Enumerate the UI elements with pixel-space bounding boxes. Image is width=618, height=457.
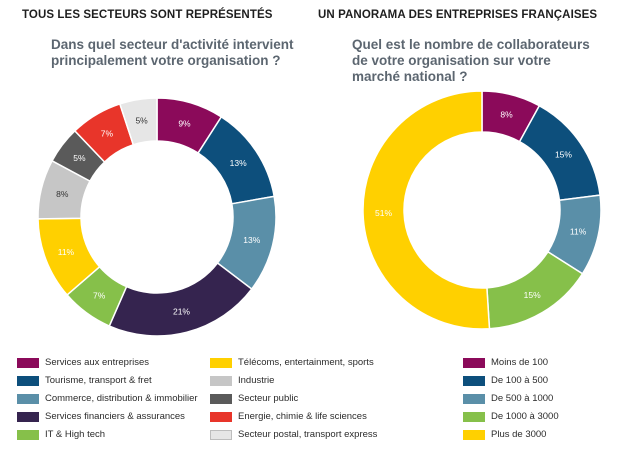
legend-item: Tourisme, transport & fret bbox=[17, 375, 152, 386]
legend-label: De 1000 à 3000 bbox=[491, 411, 559, 422]
slice-label: 7% bbox=[101, 128, 114, 138]
legend-item: Services financiers & assurances bbox=[17, 411, 185, 422]
left-question: Dans quel secteur d'activité intervient … bbox=[51, 37, 294, 69]
legend-item: Services aux entreprises bbox=[17, 357, 149, 368]
legend-label: Moins de 100 bbox=[491, 357, 549, 368]
sector-donut-chart: 9% 13% 13% 21% 7% 11% 8% 5% 7% 5% bbox=[37, 97, 277, 337]
left-section-title: TOUS LES SECTEURS SONT REPRÉSENTÉS bbox=[22, 9, 273, 21]
legend-label: Secteur postal, transport express bbox=[238, 429, 378, 440]
legend-item: De 1000 à 3000 bbox=[463, 411, 559, 422]
legend-swatch bbox=[463, 375, 485, 386]
legend-item: Moins de 100 bbox=[463, 357, 548, 368]
legend-label: IT & High tech bbox=[45, 429, 106, 440]
donut-slice bbox=[108, 261, 253, 337]
legend-swatch bbox=[463, 429, 485, 440]
slice-label: 11% bbox=[58, 247, 75, 257]
legend-swatch bbox=[17, 411, 39, 422]
right-question: Quel est le nombre de collaborateurs de … bbox=[352, 37, 590, 85]
legend-item: Secteur postal, transport express bbox=[210, 429, 377, 440]
legend-swatch bbox=[17, 429, 39, 440]
donut-slice bbox=[362, 90, 491, 330]
slice-label: 13% bbox=[230, 158, 247, 168]
legend-swatch bbox=[17, 375, 39, 386]
legend-item: Commerce, distribution & immobilier bbox=[17, 393, 198, 404]
legend-swatch bbox=[17, 357, 39, 368]
donut-slice bbox=[118, 97, 158, 146]
slice-label: 21% bbox=[173, 306, 190, 316]
legend-swatch bbox=[463, 393, 485, 404]
company-size-legend: Moins de 100 De 100 à 500 De 500 à 1000 De … bbox=[463, 357, 613, 453]
legend-label: Industrie bbox=[238, 375, 275, 386]
legend-item: IT & High tech bbox=[17, 429, 105, 440]
legend-label: Secteur public bbox=[238, 393, 299, 404]
legend-label: De 100 à 500 bbox=[491, 375, 549, 386]
slice-label: 9% bbox=[178, 118, 191, 128]
legend-item: Industrie bbox=[210, 375, 274, 386]
left-question-line-1: Dans quel secteur d'activité intervient bbox=[51, 37, 294, 52]
right-question-line-2: de votre organisation sur votre bbox=[352, 53, 551, 68]
slice-label: 51% bbox=[375, 208, 392, 218]
company-size-donut-chart: 8% 15% 11% 15% 51% bbox=[362, 90, 602, 330]
legend-item: Télécoms, entertainment, sports bbox=[210, 357, 374, 368]
legend-label: De 500 à 1000 bbox=[491, 393, 554, 404]
legend-label: Tourisme, transport & fret bbox=[45, 375, 152, 386]
legend-swatch bbox=[210, 393, 232, 404]
legend-swatch bbox=[210, 411, 232, 422]
legend-swatch bbox=[210, 357, 232, 368]
slice-label: 11% bbox=[570, 226, 587, 236]
legend-swatch bbox=[463, 357, 485, 368]
legend-label: Services financiers & assurances bbox=[45, 411, 185, 422]
legend-swatch bbox=[463, 411, 485, 422]
slice-label: 8% bbox=[56, 189, 69, 199]
left-question-line-2: principalement votre organisation ? bbox=[51, 53, 281, 68]
right-question-line-1: Quel est le nombre de collaborateurs bbox=[352, 37, 590, 52]
legend-item: Secteur public bbox=[210, 393, 298, 404]
slice-label: 15% bbox=[524, 290, 541, 300]
legend-label: Energie, chimie & life sciences bbox=[238, 411, 367, 422]
legend-item: Plus de 3000 bbox=[463, 429, 546, 440]
slice-label: 5% bbox=[135, 116, 148, 126]
sector-legend: Services aux entreprises Tourisme, transp… bbox=[17, 357, 437, 453]
legend-item: De 500 à 1000 bbox=[463, 393, 553, 404]
legend-item: De 100 à 500 bbox=[463, 375, 548, 386]
slice-label: 7% bbox=[93, 291, 106, 301]
legend-label: Plus de 3000 bbox=[491, 429, 547, 440]
slice-label: 5% bbox=[73, 153, 86, 163]
legend-swatch bbox=[17, 393, 39, 404]
legend-label: Commerce, distribution & immobilier bbox=[45, 393, 198, 404]
slice-label: 8% bbox=[500, 110, 513, 120]
legend-label: Services aux entreprises bbox=[45, 357, 150, 368]
legend-swatch bbox=[210, 375, 232, 386]
slice-label: 13% bbox=[243, 235, 260, 245]
legend-label: Télécoms, entertainment, sports bbox=[238, 357, 374, 368]
right-section-title: UN PANORAMA DES ENTREPRISES FRANÇAISES bbox=[318, 9, 598, 21]
slice-label: 15% bbox=[555, 150, 572, 160]
right-question-line-3: marché national ? bbox=[352, 69, 468, 84]
legend-item: Energie, chimie & life sciences bbox=[210, 411, 367, 422]
legend-swatch bbox=[210, 429, 232, 440]
